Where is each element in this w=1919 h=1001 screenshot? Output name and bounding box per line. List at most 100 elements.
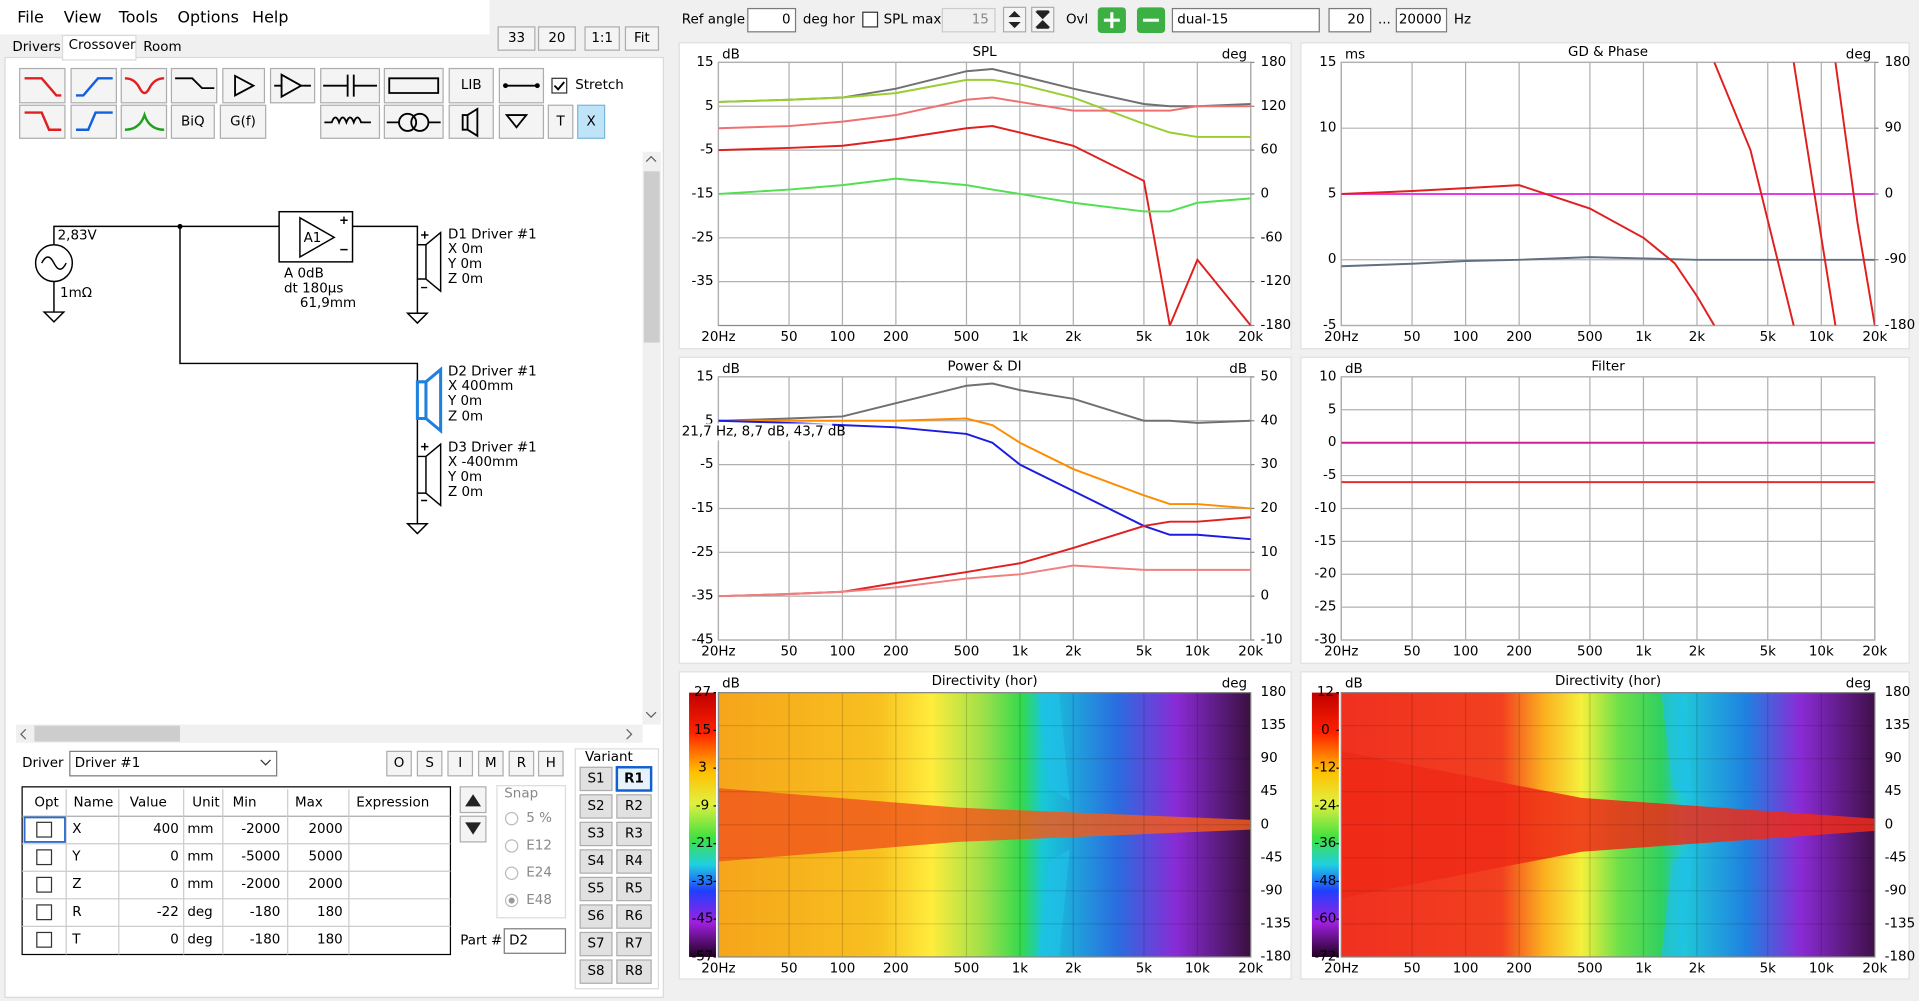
tab[interactable]: Crossover bbox=[69, 38, 136, 53]
table-cell[interactable]: -180 bbox=[250, 932, 281, 947]
highpass2-button[interactable] bbox=[70, 104, 117, 139]
driver-button[interactable] bbox=[448, 104, 494, 139]
opt-checkbox[interactable] bbox=[36, 931, 53, 948]
menu-item[interactable]: File bbox=[17, 8, 44, 27]
notch-button[interactable] bbox=[120, 67, 168, 104]
v-scroll-thumb[interactable] bbox=[643, 171, 660, 343]
menu-item[interactable]: Options bbox=[178, 8, 239, 27]
view-button[interactable] bbox=[624, 26, 660, 51]
highpass-button[interactable] bbox=[70, 67, 117, 104]
table-cell[interactable]: 180 bbox=[317, 932, 343, 947]
variant-s-button[interactable] bbox=[579, 849, 613, 874]
snap-radio[interactable] bbox=[504, 839, 519, 853]
view-button[interactable] bbox=[537, 26, 576, 51]
menu-item[interactable]: View bbox=[64, 8, 102, 27]
biq-button[interactable] bbox=[170, 104, 215, 139]
overlay-name[interactable]: dual-15 bbox=[1177, 13, 1228, 28]
view-button[interactable] bbox=[497, 26, 536, 51]
table-cell[interactable]: 2000 bbox=[308, 822, 342, 837]
variant-s-button[interactable] bbox=[579, 821, 613, 847]
table-cell[interactable]: -180 bbox=[250, 905, 281, 920]
variant-r-button[interactable] bbox=[616, 821, 652, 847]
table-cell[interactable]: 180 bbox=[317, 905, 343, 920]
opt-checkbox[interactable] bbox=[36, 876, 53, 893]
table-cell[interactable]: 5000 bbox=[308, 850, 342, 865]
variant-r-button[interactable] bbox=[616, 876, 652, 902]
x-button[interactable] bbox=[577, 104, 606, 139]
mode-button[interactable] bbox=[447, 750, 474, 777]
fmin-value[interactable]: 20 bbox=[1347, 13, 1364, 28]
spin-button[interactable] bbox=[1002, 6, 1027, 33]
driver-select-value[interactable]: Driver #1 bbox=[75, 756, 141, 771]
variant-r-button[interactable] bbox=[616, 931, 652, 957]
driver-select[interactable] bbox=[69, 750, 278, 777]
table-cell[interactable]: mm bbox=[187, 877, 213, 892]
snap-radio[interactable] bbox=[504, 866, 519, 880]
variant-s-button[interactable] bbox=[579, 931, 613, 957]
gf-button[interactable] bbox=[219, 104, 267, 139]
table-cell[interactable]: 2000 bbox=[308, 877, 342, 892]
table-cell[interactable]: mm bbox=[187, 850, 213, 865]
table-cell[interactable]: Z bbox=[72, 877, 81, 892]
stretch-checkbox[interactable] bbox=[551, 77, 568, 94]
table-cell[interactable]: T bbox=[71, 932, 81, 947]
variant-r-button[interactable] bbox=[616, 904, 652, 929]
table-cell[interactable]: deg bbox=[187, 905, 212, 920]
mode-button[interactable] bbox=[537, 750, 564, 777]
table-cell[interactable]: 0 bbox=[170, 877, 179, 892]
t-button[interactable] bbox=[547, 104, 574, 139]
variant-r-button[interactable] bbox=[616, 959, 652, 984]
table-cell[interactable]: Y bbox=[71, 850, 81, 865]
variant-r-button[interactable] bbox=[616, 849, 652, 874]
opt-checkbox[interactable] bbox=[36, 904, 53, 921]
ref-angle-value[interactable]: 0 bbox=[782, 13, 791, 28]
opt-checkbox[interactable] bbox=[36, 849, 53, 866]
table-cell[interactable]: R bbox=[72, 905, 81, 920]
mode-button[interactable] bbox=[508, 750, 535, 777]
spl-max-checkbox[interactable] bbox=[862, 11, 879, 28]
ref-angle-input[interactable] bbox=[747, 7, 797, 33]
mode-button[interactable] bbox=[386, 750, 412, 777]
mode-button[interactable] bbox=[477, 750, 504, 777]
tab[interactable]: Room bbox=[143, 40, 181, 55]
variant-s-button[interactable] bbox=[579, 959, 613, 984]
fmin-input[interactable] bbox=[1328, 7, 1372, 33]
table-cell[interactable]: -22 bbox=[157, 905, 179, 920]
table-cell[interactable]: -5000 bbox=[241, 850, 280, 865]
lib-button[interactable] bbox=[448, 67, 494, 104]
view-button[interactable] bbox=[584, 26, 620, 51]
lowpass-button[interactable] bbox=[19, 67, 66, 104]
table-cell[interactable]: -2000 bbox=[241, 822, 280, 837]
resistor-button[interactable] bbox=[383, 67, 444, 104]
overlay-name-input[interactable] bbox=[1171, 7, 1320, 33]
fmax-value[interactable]: 20000 bbox=[1399, 13, 1442, 28]
variant-s-button[interactable] bbox=[579, 794, 613, 819]
variant-r-button[interactable] bbox=[615, 766, 653, 792]
tab[interactable]: Drivers bbox=[12, 40, 60, 55]
variant-s-button[interactable] bbox=[579, 766, 613, 792]
opt-checkbox[interactable] bbox=[36, 821, 53, 838]
driver-symbol-selected[interactable] bbox=[415, 366, 443, 435]
table-cell[interactable]: mm bbox=[187, 822, 213, 837]
table-cell[interactable]: -2000 bbox=[241, 877, 280, 892]
h-scroll-thumb[interactable] bbox=[34, 725, 180, 742]
menu-item[interactable]: Tools bbox=[118, 8, 158, 27]
part-value[interactable]: D2 bbox=[509, 934, 528, 949]
snap-radio[interactable] bbox=[504, 811, 519, 826]
fmax-input[interactable] bbox=[1395, 7, 1448, 33]
table-cell[interactable]: 400 bbox=[153, 822, 179, 837]
table-cell[interactable]: 0 bbox=[170, 850, 179, 865]
variant-s-button[interactable] bbox=[579, 904, 613, 929]
variant-r-button[interactable] bbox=[616, 794, 652, 819]
table-cell[interactable]: 0 bbox=[170, 932, 179, 947]
part-input[interactable] bbox=[503, 928, 567, 954]
shelf-button[interactable] bbox=[170, 67, 218, 104]
table-cell[interactable]: X bbox=[72, 822, 81, 837]
variant-s-button[interactable] bbox=[579, 876, 613, 902]
menu-item[interactable]: Help bbox=[252, 8, 288, 27]
table-cell[interactable]: deg bbox=[187, 932, 212, 947]
lowpass2-button[interactable] bbox=[19, 104, 66, 139]
buffer-button[interactable] bbox=[222, 67, 266, 104]
bandpass-button[interactable] bbox=[120, 104, 168, 139]
mode-button[interactable] bbox=[416, 750, 443, 777]
